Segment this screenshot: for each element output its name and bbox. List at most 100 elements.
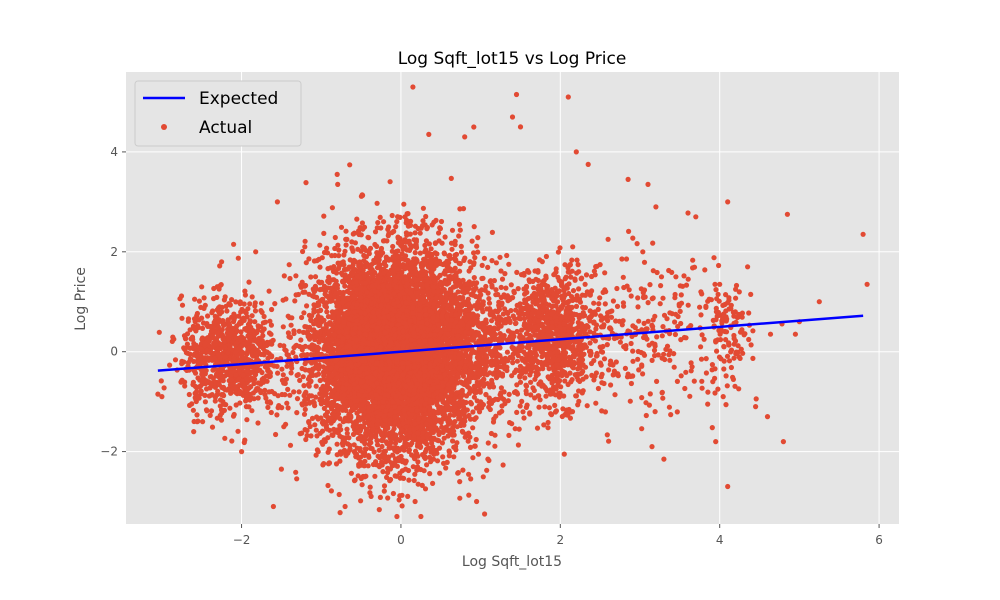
data-point — [329, 327, 335, 333]
data-point — [293, 273, 299, 279]
data-point — [288, 322, 294, 328]
data-point — [317, 264, 323, 270]
data-point — [305, 334, 311, 340]
data-point — [332, 234, 338, 241]
data-point — [359, 220, 365, 226]
data-point — [293, 354, 299, 360]
data-point — [329, 372, 335, 378]
data-point — [292, 298, 298, 304]
data-point — [411, 477, 417, 484]
data-point — [302, 244, 308, 250]
data-point — [412, 230, 418, 236]
data-point — [300, 374, 306, 380]
data-point — [356, 455, 362, 461]
data-point — [333, 461, 340, 467]
data-point — [344, 288, 350, 294]
data-point — [335, 242, 341, 248]
data-point — [374, 200, 380, 206]
data-point — [321, 249, 328, 256]
data-point — [328, 366, 334, 372]
data-point — [299, 365, 305, 372]
data-point — [295, 291, 301, 298]
data-point — [294, 396, 301, 402]
data-point — [334, 391, 340, 397]
data-point — [325, 482, 331, 489]
data-point — [342, 283, 348, 289]
data-point — [338, 224, 345, 230]
data-point — [354, 410, 360, 416]
data-point — [329, 406, 335, 412]
data-point — [367, 245, 374, 251]
data-point — [326, 460, 332, 466]
data-point — [448, 175, 454, 181]
data-point — [345, 295, 351, 301]
data-point — [301, 411, 308, 417]
data-point — [286, 262, 292, 268]
data-point — [322, 303, 328, 309]
data-point — [295, 372, 301, 378]
data-point — [291, 389, 297, 395]
data-point — [321, 376, 327, 382]
data-point — [274, 412, 280, 418]
data-point — [312, 422, 318, 428]
data-point — [302, 361, 308, 367]
data-point — [325, 360, 332, 367]
data-point — [362, 458, 368, 464]
data-point — [287, 275, 293, 282]
data-point — [343, 242, 349, 248]
data-point — [272, 301, 278, 307]
data-point — [344, 426, 350, 432]
data-point — [319, 428, 326, 434]
data-point — [316, 279, 322, 285]
data-point — [354, 216, 360, 222]
data-point — [440, 454, 446, 460]
data-point — [324, 341, 330, 347]
data-point — [399, 240, 405, 246]
data-point — [325, 395, 331, 402]
data-point — [365, 463, 371, 469]
data-point — [367, 484, 373, 490]
data-point — [308, 318, 314, 324]
data-point — [321, 405, 327, 411]
data-point — [302, 343, 308, 349]
data-point — [285, 313, 291, 319]
data-point — [453, 251, 460, 257]
data-point — [385, 495, 391, 501]
data-point — [351, 478, 358, 484]
data-point — [406, 448, 412, 454]
data-point — [304, 432, 310, 439]
data-point — [309, 368, 315, 374]
data-point — [390, 452, 396, 458]
data-point — [285, 405, 291, 411]
data-point — [308, 274, 314, 280]
data-point — [290, 349, 296, 356]
data-point — [336, 491, 342, 498]
data-point — [301, 393, 307, 399]
data-point — [340, 385, 346, 391]
data-point — [266, 288, 272, 294]
data-point — [341, 252, 347, 258]
data-point — [355, 246, 361, 252]
data-point — [458, 249, 465, 255]
data-point — [373, 459, 379, 465]
data-point — [471, 275, 477, 281]
data-point — [317, 242, 323, 248]
data-point — [303, 282, 309, 289]
data-point — [317, 322, 323, 328]
data-point — [309, 346, 315, 352]
data-point — [303, 260, 309, 266]
data-point — [302, 289, 308, 295]
data-point — [329, 337, 335, 343]
data-point — [312, 274, 319, 280]
data-point — [468, 476, 474, 482]
data-point — [358, 379, 364, 385]
data-point — [307, 423, 313, 430]
data-point — [390, 243, 396, 250]
data-point — [315, 371, 322, 377]
data-point — [350, 231, 356, 237]
data-point — [304, 303, 310, 309]
data-point — [470, 455, 476, 461]
data-point — [322, 291, 328, 297]
data-point — [299, 430, 305, 436]
